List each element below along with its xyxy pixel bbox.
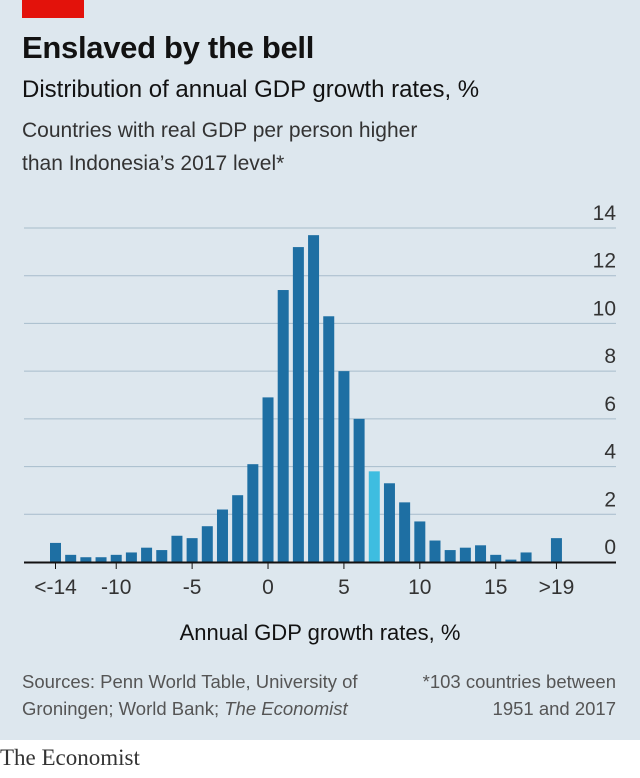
bar-14	[475, 545, 487, 562]
bar--10	[110, 554, 122, 562]
y-tick-label: 8	[604, 345, 616, 368]
bar-17	[520, 552, 532, 562]
bar-9	[399, 502, 411, 562]
y-tick-label: 10	[593, 297, 616, 320]
y-tick-label: 14	[593, 202, 617, 225]
y-tick-label: 4	[604, 441, 616, 464]
bar-6	[353, 418, 365, 562]
bar-12	[444, 550, 456, 562]
y-tick-label: 2	[604, 488, 616, 511]
bar-7	[368, 471, 380, 562]
x-tick-label: >19	[539, 576, 575, 599]
bar-15	[490, 554, 502, 562]
bar-2	[292, 247, 304, 563]
bar-11	[429, 540, 441, 562]
economist-wordmark: The Economist	[0, 745, 140, 770]
y-tick-label: 6	[604, 393, 616, 416]
bar-5	[338, 371, 350, 562]
sources-italic: The Economist	[224, 698, 348, 719]
bar-3	[308, 235, 320, 562]
bar--12	[80, 557, 92, 562]
x-tick-label: -5	[183, 576, 202, 599]
x-tick-label: <-14	[34, 576, 77, 599]
bar-10	[414, 521, 426, 562]
bar-16	[505, 559, 517, 562]
x-tick-label: 0	[262, 576, 274, 599]
chart-title: Enslaved by the bell	[22, 30, 315, 65]
histogram-chart: 0 2 4 6 8 10 12 14 <-14 -10 -5 0 5 10 15 >19 Annual GDP …	[24, 202, 617, 645]
bar-8	[383, 483, 395, 562]
x-tick-label: 15	[484, 576, 507, 599]
chart-subtitle: Distribution of annual GDP growth rates,…	[22, 76, 480, 103]
footnote: *103 countries between 1951 and 2017	[422, 671, 616, 719]
bar--13	[65, 554, 77, 562]
bar--3	[216, 509, 228, 562]
bar-<-14	[50, 542, 61, 562]
chart-subtitle-2: Countries with real GDP per person highe…	[22, 119, 418, 175]
bar-4	[323, 316, 335, 562]
bar--9	[125, 552, 137, 562]
x-tick-label: 5	[338, 576, 350, 599]
sources-note: Sources: Penn World Table, University of…	[22, 668, 402, 722]
bar-0	[262, 397, 274, 562]
x-axis-title: Annual GDP growth rates, %	[180, 620, 461, 645]
bar--1	[247, 464, 259, 562]
x-tick-label: 10	[408, 576, 431, 599]
bar--11	[95, 557, 107, 562]
bar--6	[171, 535, 183, 562]
y-tick-label: 12	[593, 250, 616, 273]
bar--4	[201, 526, 213, 562]
y-tick-label: 0	[604, 536, 616, 559]
bar--2	[232, 495, 244, 562]
brand-red-tag	[22, 0, 84, 18]
bar->19	[550, 538, 562, 562]
bar-13	[459, 547, 471, 562]
bar--8	[141, 547, 153, 562]
x-tick-label: -10	[101, 576, 131, 599]
bar-1	[277, 290, 289, 562]
bar--5	[186, 538, 198, 562]
sources-text: Sources: Penn World Table, University of…	[22, 671, 358, 719]
bar--7	[156, 550, 168, 562]
chart-panel	[0, 0, 640, 740]
